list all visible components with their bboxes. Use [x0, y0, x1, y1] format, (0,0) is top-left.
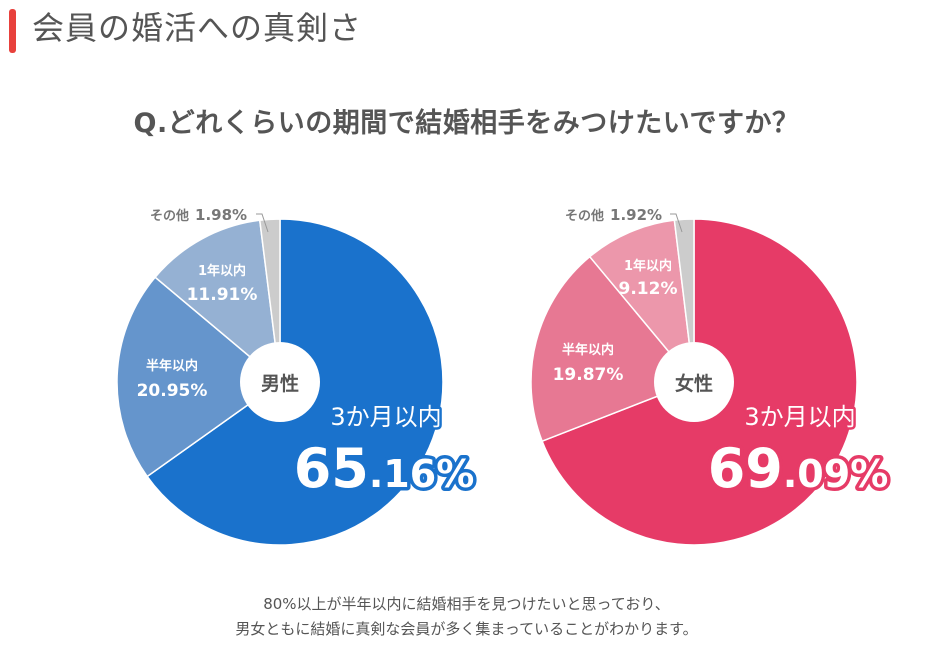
- caption: 80%以上が半年以内に結婚相手を見つけたいと思っており、 男女ともに結婚に真剣な…: [0, 592, 933, 642]
- label-female-3months-name: 3か月以内: [744, 403, 855, 431]
- pie-chart-female: 女性 その他 1.92% 1年以内 9.12% 半年以内 19.87% 3か月以内…: [530, 206, 892, 546]
- label-male-1year-value: 11.91%: [187, 285, 258, 305]
- label-female-halfyear-name: 半年以内: [562, 342, 614, 358]
- section-accent-bar: [9, 9, 16, 53]
- label-male-1year-name: 1年以内: [198, 263, 246, 279]
- section-title: 会員の婚活への真剣さ: [32, 9, 363, 47]
- slice-male-other: [258, 218, 281, 383]
- slice-male-halfyear: [116, 276, 282, 478]
- section-header: 会員の婚活への真剣さ: [0, 0, 933, 56]
- slice-female-other: [673, 218, 695, 383]
- caption-line-1: 80%以上が半年以内に結婚相手を見つけたいと思っており、: [263, 595, 670, 613]
- label-male-halfyear-value: 20.95%: [137, 381, 208, 401]
- slice-male-1year: [154, 219, 281, 384]
- question-title: Q.どれくらいの期間で結婚相手をみつけたいですか？: [133, 108, 800, 139]
- leader-line-female-other: [670, 213, 683, 233]
- center-label-male: 男性: [261, 372, 299, 395]
- label-male-halfyear-name: 半年以内: [146, 358, 198, 374]
- label-female-3months-value: 69.09%: [708, 437, 889, 500]
- slice-female-halfyear: [530, 255, 696, 443]
- label-male-3months-value: 65.16%: [294, 437, 475, 500]
- label-female-1year-value: 9.12%: [619, 279, 678, 299]
- label-male-3months-name: 3か月以内: [330, 403, 441, 431]
- caption-line-2: 男女ともに結婚に真剣な会員が多く集まっていることがわかります。: [235, 620, 698, 638]
- charts-area: 男性 その他 1.98% 1年以内 11.91% 半年以内 20.95% 3か月以…: [116, 206, 892, 546]
- leader-line-male-other: [256, 213, 269, 233]
- center-circle-male: [240, 342, 320, 422]
- slice-female-1year: [588, 219, 696, 385]
- pie-chart-male: 男性 その他 1.98% 1年以内 11.91% 半年以内 20.95% 3か月以…: [116, 206, 478, 546]
- label-female-other: その他 1.92%: [565, 206, 662, 224]
- label-female-halfyear-value: 19.87%: [553, 365, 624, 385]
- center-label-female: 女性: [675, 372, 713, 395]
- label-male-other: その他 1.98%: [150, 206, 247, 224]
- label-female-1year-name: 1年以内: [624, 258, 672, 274]
- center-circle-female: [654, 342, 734, 422]
